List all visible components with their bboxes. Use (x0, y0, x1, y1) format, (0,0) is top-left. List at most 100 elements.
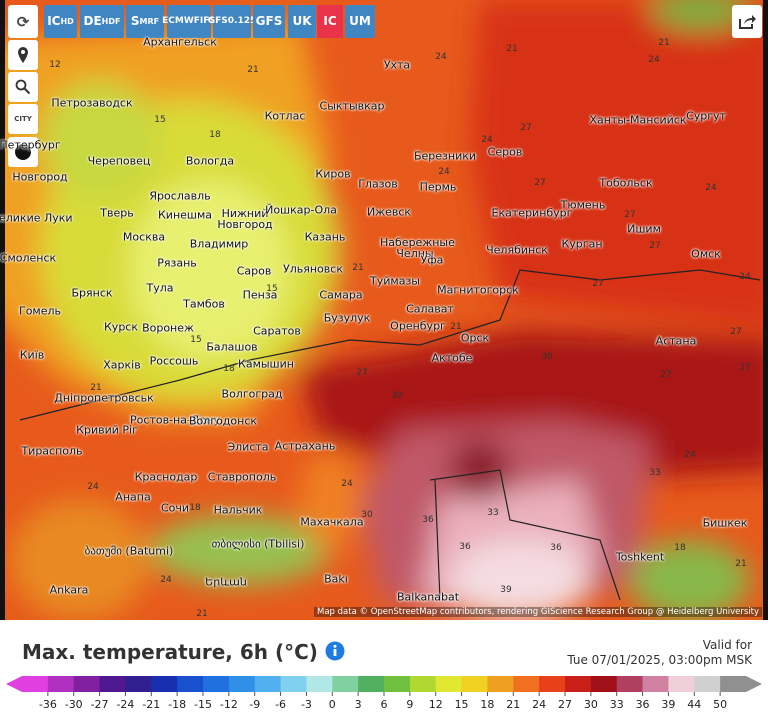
city-label[interactable]: Элиста (227, 440, 269, 454)
city-toggle[interactable]: CITY (8, 104, 38, 134)
city-label[interactable]: Пенза (242, 288, 278, 302)
city-label[interactable]: Тирасполь (21, 444, 83, 458)
city-label[interactable]: Ухта (383, 58, 411, 72)
city-label[interactable]: Петрозаводск (51, 96, 133, 110)
city-label[interactable]: Глазов (358, 177, 398, 191)
city-label[interactable]: Россошь (149, 354, 199, 368)
share-button[interactable] (732, 5, 762, 38)
city-label[interactable]: Ankara (49, 583, 89, 597)
city-label[interactable]: Омск (691, 247, 721, 261)
city-label[interactable]: Тверь (100, 206, 134, 220)
city-label[interactable]: Астана (655, 334, 697, 348)
city-label[interactable]: Тюмень (560, 198, 606, 212)
city-label[interactable]: Владимир (189, 237, 249, 251)
reload-button[interactable]: ⟳ (8, 5, 38, 38)
city-label[interactable]: Бузулук (323, 311, 371, 325)
map[interactable] (0, 0, 768, 620)
locate-button[interactable] (8, 40, 38, 70)
city-label[interactable]: Петербург (0, 138, 61, 152)
city-label[interactable]: Махачкала (300, 515, 364, 529)
city-label[interactable]: Bakı (324, 572, 348, 586)
city-label[interactable]: Сыктывкар (319, 99, 385, 113)
city-label[interactable]: Воронеж (142, 321, 194, 335)
city-label[interactable]: Сочи (160, 501, 190, 515)
city-label[interactable]: Самара (319, 288, 363, 302)
city-label[interactable]: Москва (122, 230, 166, 244)
city-label[interactable]: Дніпропетровськ (54, 391, 154, 405)
city-label[interactable]: Салават (406, 302, 454, 316)
city-label[interactable]: Волгодонск (188, 414, 258, 428)
city-label[interactable]: Туймазы (370, 274, 420, 288)
city-label[interactable]: თბილისი (Tbilisi) (211, 537, 305, 551)
city-label[interactable]: Котлас (264, 109, 306, 123)
city-label[interactable]: Курган (561, 237, 603, 251)
city-label[interactable]: Магнитогорск (437, 283, 519, 297)
city-label[interactable]: Київ (19, 348, 45, 362)
city-label[interactable]: Астрахань (274, 439, 336, 453)
model-button[interactable]: GFS 0.125 (208, 5, 256, 38)
city-label[interactable]: Ростов-на-Дону (130, 413, 220, 427)
city-label[interactable]: Нальчик (213, 503, 263, 517)
city-label[interactable]: Ижевск (366, 205, 412, 219)
city-label[interactable]: Вологда (185, 154, 235, 168)
model-button[interactable]: GFS (253, 5, 285, 38)
city-label[interactable]: Кинешма (157, 208, 213, 222)
city-label[interactable]: Орск (460, 331, 490, 345)
city-label[interactable]: Ишим (627, 222, 661, 236)
city-label[interactable]: Анапа (115, 490, 151, 504)
city-label[interactable]: Краснодар (134, 470, 198, 484)
city-label[interactable]: Balkanabat (396, 590, 460, 604)
city-label[interactable]: Череповец (87, 154, 151, 168)
city-label[interactable]: Березники (413, 149, 477, 163)
info-icon[interactable] (325, 641, 345, 661)
city-label[interactable]: Ульяновск (283, 262, 343, 276)
city-label[interactable]: ბათუმი (Batumi) (84, 544, 174, 558)
city-label[interactable]: Ярославль (149, 189, 211, 203)
city-label[interactable]: Йошкар-Ола (265, 203, 337, 217)
city-label[interactable]: Кривий Ріг (76, 423, 138, 437)
city-label[interactable]: Смоленск (0, 251, 57, 265)
city-label[interactable]: Уфа (420, 253, 444, 267)
city-label[interactable]: Ханты-Мансийск (589, 113, 687, 127)
city-label[interactable]: Актобе (431, 351, 473, 365)
city-label[interactable]: Сургут (686, 109, 726, 123)
city-label[interactable]: Оренбург (390, 319, 446, 333)
city-label[interactable]: Архангельск (143, 35, 217, 49)
city-label[interactable]: Ставрополь (207, 470, 277, 484)
model-button[interactable]: UM (345, 5, 375, 38)
model-button[interactable]: IC (317, 5, 343, 38)
city-label[interactable]: Волгоград (221, 387, 283, 401)
city-label[interactable]: Нижний Новгород (217, 207, 273, 231)
city-label[interactable]: Саров (236, 264, 272, 278)
city-label[interactable]: Камышин (238, 357, 294, 371)
model-button[interactable]: IC HD (44, 5, 77, 38)
city-label[interactable]: Киров (315, 167, 351, 181)
city-label[interactable]: Тобольск (599, 176, 653, 190)
city-label[interactable]: Саратов (253, 324, 301, 338)
city-label[interactable]: Пермь (419, 180, 457, 194)
model-button[interactable]: S MRF (126, 5, 164, 38)
city-label[interactable]: Երևան (205, 575, 247, 589)
city-label[interactable]: Новгород (12, 170, 68, 184)
model-button[interactable]: ECMWF IFS (162, 5, 216, 38)
city-label[interactable]: Казань (304, 230, 346, 244)
city-label[interactable]: Харків (103, 358, 141, 372)
city-label[interactable]: Балашов (206, 340, 258, 354)
attribution[interactable]: Map data © OpenStreetMap contributors, r… (314, 607, 762, 617)
city-label[interactable]: Курск (104, 320, 138, 334)
city-label[interactable]: Гомель (18, 304, 62, 318)
model-button[interactable]: UK (288, 5, 316, 38)
city-label[interactable]: Челябинск (486, 243, 548, 257)
city-label[interactable]: Великие Луки (0, 211, 73, 225)
city-label[interactable]: Бишкек (702, 516, 748, 530)
city-label[interactable]: Тамбов (183, 297, 225, 311)
city-label[interactable]: Рязань (157, 256, 197, 270)
city-label[interactable]: Тула (146, 281, 174, 295)
city-label[interactable]: Набережные Челны (380, 236, 455, 260)
zoom-button[interactable] (8, 72, 38, 102)
model-button[interactable]: DE HDF (80, 5, 124, 38)
city-label[interactable]: Брянск (71, 286, 113, 300)
marker-button[interactable] (8, 137, 38, 167)
city-label[interactable]: Серов (487, 145, 523, 159)
city-label[interactable]: Екатеринбург (491, 206, 573, 220)
